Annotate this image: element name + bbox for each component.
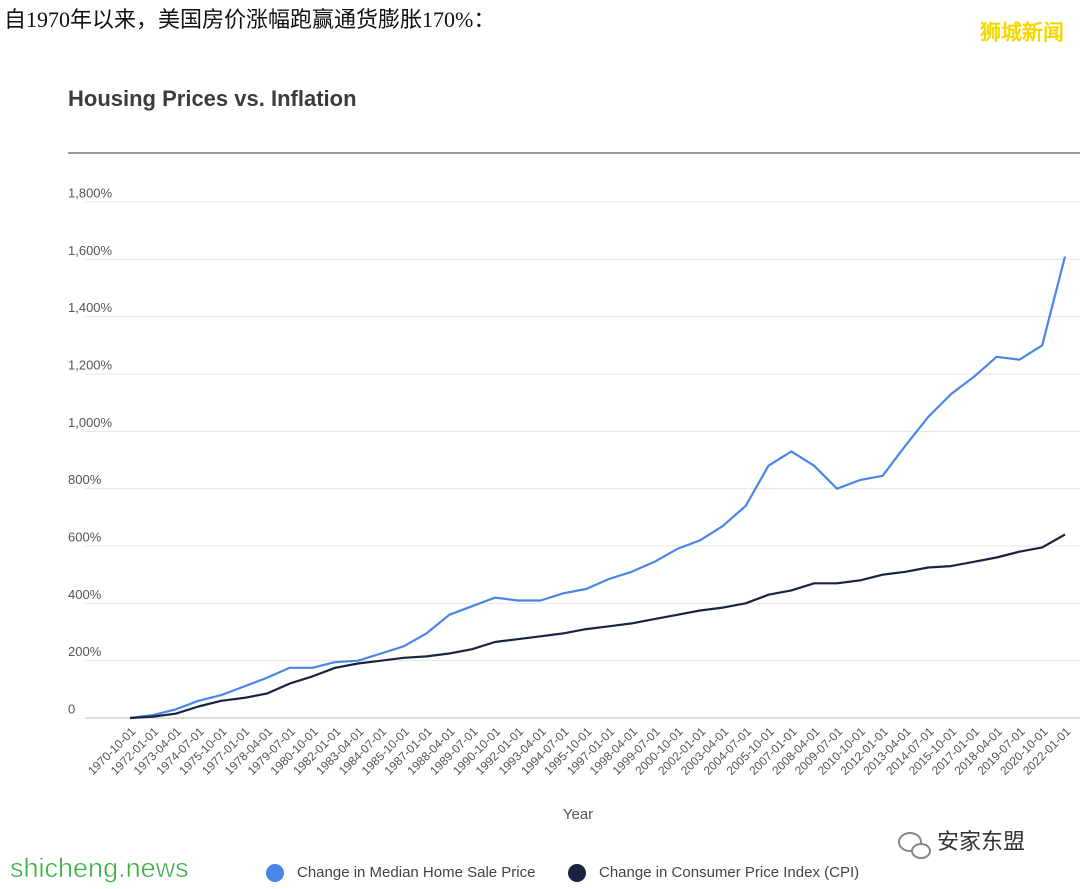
- legend-marker: [568, 864, 586, 882]
- y-tick-label: 400%: [68, 587, 102, 602]
- watermark: shicheng.news: [10, 853, 189, 883]
- y-tick-label: 1,400%: [68, 300, 113, 315]
- watermark: 狮城新闻: [980, 21, 1064, 45]
- y-tick-label: 0: [68, 701, 75, 716]
- y-tick-label: 800%: [68, 472, 102, 487]
- y-tick-label: 1,600%: [68, 243, 113, 258]
- x-axis-label: Year: [563, 806, 593, 823]
- legend-label: Change in Consumer Price Index (CPI): [599, 864, 859, 881]
- legend-label: Change in Median Home Sale Price: [297, 864, 535, 881]
- wechat-icon: [898, 832, 931, 859]
- y-tick-label: 1,000%: [68, 415, 113, 430]
- caption: 自1970年以来，美国房价涨幅跑赢通货膨胀170%：: [4, 7, 495, 32]
- y-tick-label: 600%: [68, 529, 102, 544]
- chart-title: Housing Prices vs. Inflation: [68, 86, 357, 111]
- y-tick-label: 200%: [68, 644, 102, 659]
- watermark: 安家东盟: [937, 829, 1025, 854]
- data-line: [129, 533, 1066, 720]
- y-tick-label: 1,200%: [68, 357, 113, 372]
- data-line: [129, 256, 1067, 720]
- y-tick-label: 1,800%: [68, 185, 113, 200]
- legend-marker: [266, 864, 284, 882]
